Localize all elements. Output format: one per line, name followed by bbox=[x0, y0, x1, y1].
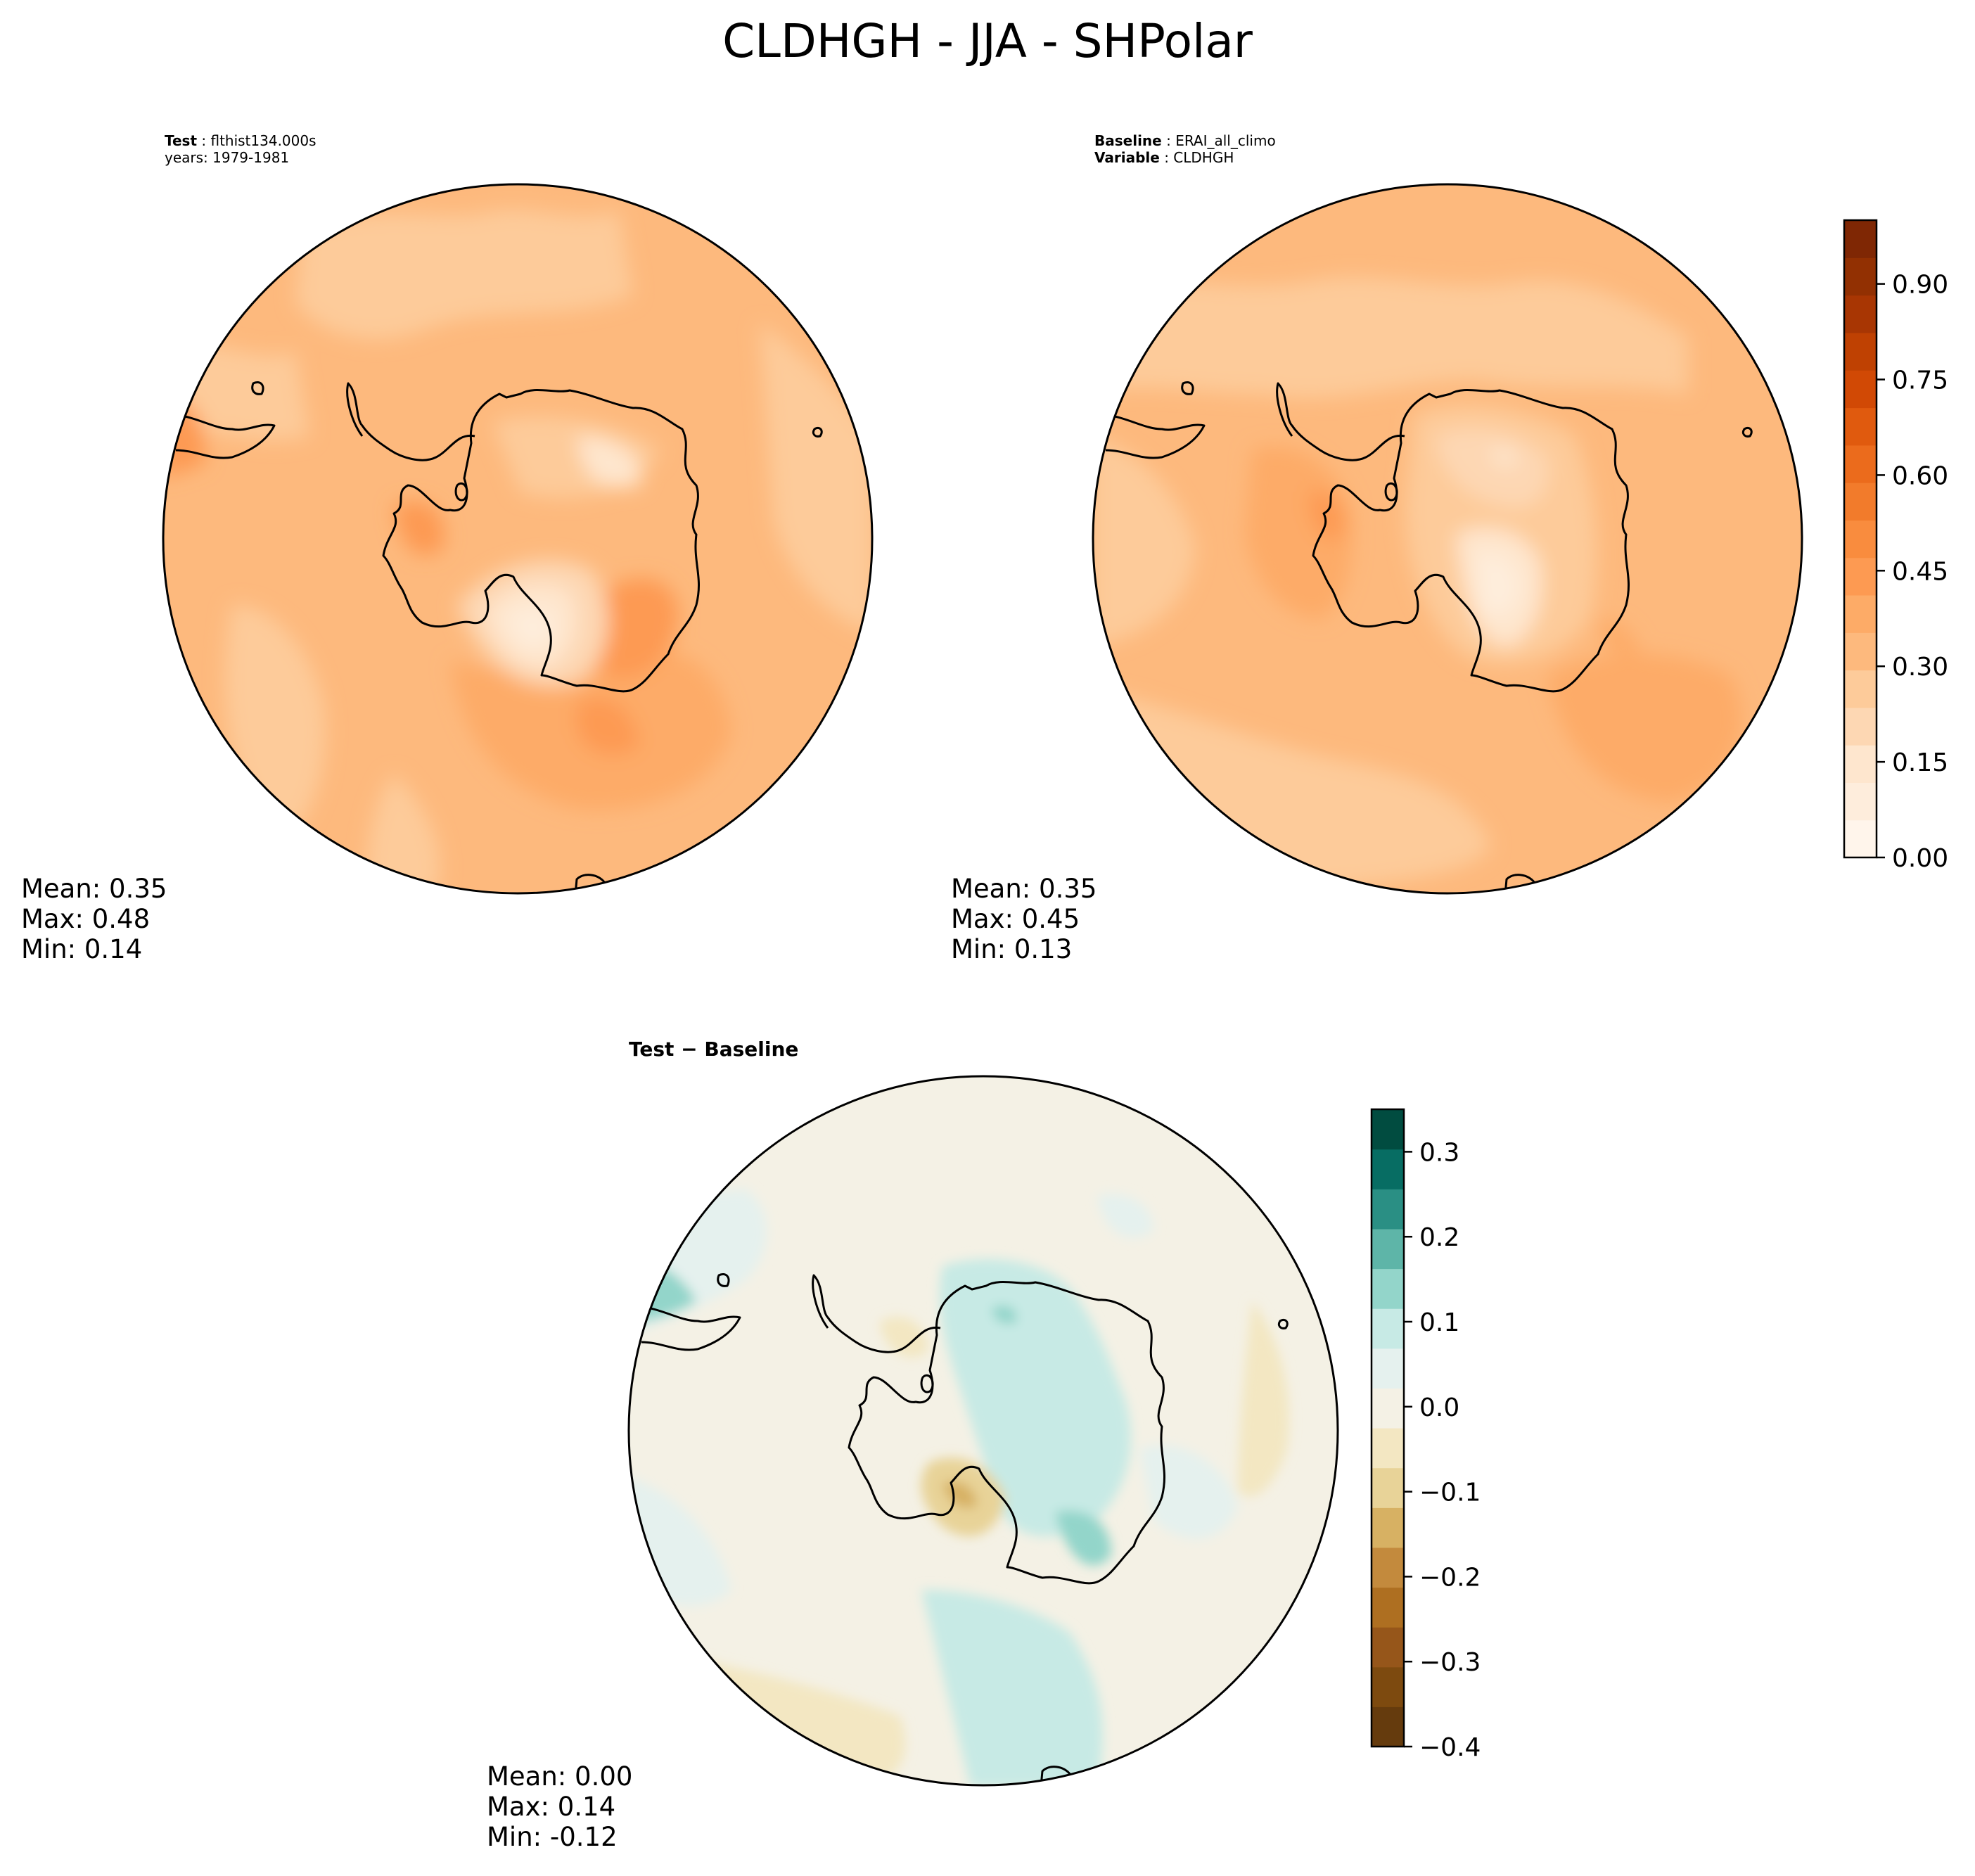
baseline-colorbar-segment bbox=[1844, 332, 1877, 371]
test-max: Max: 0.48 bbox=[21, 904, 151, 934]
baseline-colorbar-segment bbox=[1844, 370, 1877, 409]
difference-colorbar-segment bbox=[1372, 1467, 1404, 1508]
baseline-map bbox=[1093, 184, 1802, 893]
baseline-colorbar-segment bbox=[1844, 819, 1877, 858]
baseline-colorbar-segment bbox=[1844, 707, 1877, 746]
baseline-colorbar-segment bbox=[1844, 220, 1877, 258]
baseline-colorbar-segment bbox=[1844, 670, 1877, 708]
baseline-colorbar-tick-label: 0.45 bbox=[1892, 557, 1948, 586]
difference-colorbar-tick-label: 0.0 bbox=[1419, 1393, 1459, 1422]
baseline-colorbar-segment bbox=[1844, 407, 1877, 446]
test-map bbox=[163, 184, 872, 893]
test-map-boundary bbox=[162, 183, 874, 895]
baseline-colorbar-frame bbox=[1843, 219, 1878, 859]
difference-colorbar-segment bbox=[1372, 1149, 1404, 1189]
difference-stats: Mean: 0.00 Max: 0.14 Min: -0.12 bbox=[487, 1761, 632, 1852]
test-coastlines bbox=[163, 381, 823, 893]
baseline-colorbar-tick-label: 0.30 bbox=[1892, 653, 1948, 682]
baseline-colorbar: 0.00 0.15 0.30 0.45 0.60 0.75 0.90 bbox=[1843, 219, 1948, 873]
difference-map bbox=[629, 1076, 1338, 1785]
test-stats: Mean: 0.35 Max: 0.48 Min: 0.14 bbox=[21, 874, 167, 964]
baseline-mean: Mean: 0.35 bbox=[951, 874, 1097, 904]
difference-colorbar-tick-label: −0.4 bbox=[1419, 1733, 1481, 1762]
baseline-max: Max: 0.45 bbox=[951, 904, 1080, 934]
difference-max: Max: 0.14 bbox=[487, 1792, 616, 1822]
difference-colorbar-tick-label: −0.1 bbox=[1419, 1479, 1481, 1507]
baseline-colorbar-segment bbox=[1844, 445, 1877, 483]
difference-colorbar-segment bbox=[1372, 1268, 1404, 1309]
test-label: Test bbox=[165, 132, 198, 149]
variable-name: CLDHGH bbox=[1173, 149, 1234, 166]
baseline-colorbar-segment bbox=[1844, 520, 1877, 559]
difference-map-boundary bbox=[627, 1075, 1339, 1787]
baseline-min: Min: 0.13 bbox=[951, 934, 1073, 964]
difference-colorbar-tick-label: 0.2 bbox=[1419, 1223, 1459, 1252]
baseline-name: ERAI_all_climo bbox=[1175, 132, 1276, 149]
baseline-stats: Mean: 0.35 Max: 0.45 Min: 0.13 bbox=[951, 874, 1097, 964]
test-mean: Mean: 0.35 bbox=[21, 874, 167, 904]
baseline-colorbar-tick-label: 0.15 bbox=[1892, 748, 1948, 777]
difference-colorbar-segment bbox=[1372, 1706, 1404, 1747]
difference-colorbar-segment bbox=[1372, 1109, 1404, 1150]
variable-label: Variable bbox=[1094, 149, 1160, 166]
baseline-colorbar-segment bbox=[1844, 557, 1877, 596]
difference-colorbar-tick-label: 0.3 bbox=[1419, 1138, 1459, 1167]
difference-min: Min: -0.12 bbox=[487, 1822, 618, 1852]
difference-colorbar-frame bbox=[1370, 1108, 1405, 1748]
difference-colorbar-segment bbox=[1372, 1587, 1404, 1628]
difference-colorbar-segment bbox=[1372, 1627, 1404, 1668]
difference-colorbar-segment bbox=[1372, 1666, 1404, 1707]
difference-colorbar-segment bbox=[1372, 1547, 1404, 1588]
difference-colorbar: −0.4 −0.3 −0.2 −0.1 0.0 0.1 0.2 0.3 bbox=[1370, 1108, 1481, 1762]
difference-mean: Mean: 0.00 bbox=[487, 1761, 633, 1792]
baseline-colorbar-segment bbox=[1844, 257, 1877, 296]
difference-title: Test − Baseline bbox=[629, 1038, 799, 1061]
difference-colorbar-tick-label: −0.3 bbox=[1419, 1648, 1481, 1677]
difference-colorbar-segment bbox=[1372, 1189, 1404, 1230]
test-years: years: 1979-1981 bbox=[165, 149, 290, 166]
test-name: flthist134.000s bbox=[210, 132, 317, 149]
figure-title: CLDHGH - JJA - SHPolar bbox=[722, 14, 1253, 68]
baseline-label: Baseline bbox=[1094, 132, 1162, 149]
baseline-map-boundary bbox=[1092, 183, 1803, 895]
baseline-colorbar-tick-label: 0.00 bbox=[1892, 844, 1948, 873]
difference-colorbar-tick-label: 0.1 bbox=[1419, 1308, 1459, 1337]
baseline-colorbar-tick-label: 0.90 bbox=[1892, 271, 1948, 300]
baseline-colorbar-segment bbox=[1844, 745, 1877, 784]
baseline-colorbar-tick-label: 0.75 bbox=[1892, 366, 1948, 395]
difference-colorbar-tick-label: −0.2 bbox=[1419, 1563, 1481, 1592]
baseline-colorbar-tick-label: 0.60 bbox=[1892, 461, 1948, 490]
baseline-colorbar-segment bbox=[1844, 295, 1877, 333]
baseline-colorbar-segment bbox=[1844, 483, 1877, 521]
difference-colorbar-segment bbox=[1372, 1228, 1404, 1270]
difference-colorbar-segment bbox=[1372, 1428, 1404, 1469]
difference-colorbar-segment bbox=[1372, 1308, 1404, 1349]
baseline-colorbar-segment bbox=[1844, 594, 1877, 633]
baseline-meta: Baseline : ERAI_all_climo Variable : CLD… bbox=[1094, 132, 1276, 166]
difference-colorbar-segment bbox=[1372, 1348, 1404, 1389]
test-meta: Test : flthist134.000s years: 1979-1981 bbox=[165, 132, 317, 166]
difference-colorbar-segment bbox=[1372, 1507, 1404, 1548]
difference-colorbar-segment bbox=[1372, 1388, 1404, 1429]
baseline-colorbar-segment bbox=[1844, 632, 1877, 671]
test-min: Min: 0.14 bbox=[21, 934, 143, 964]
baseline-colorbar-segment bbox=[1844, 782, 1877, 821]
